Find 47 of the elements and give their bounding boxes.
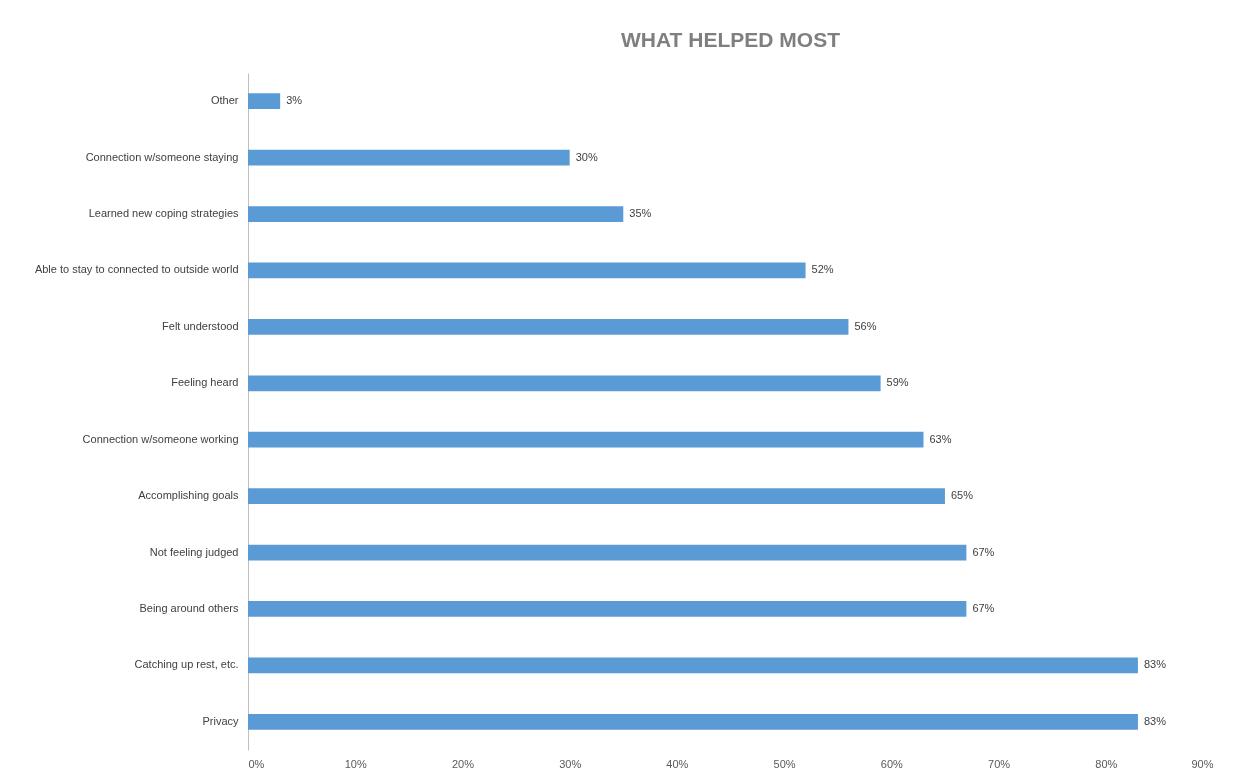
data-label: 3%	[286, 94, 303, 107]
bar	[248, 713, 1138, 730]
bar	[248, 657, 1138, 674]
bar	[248, 262, 806, 279]
data-label: 30%	[575, 150, 598, 163]
data-label: 67%	[972, 601, 995, 614]
bar	[248, 93, 281, 110]
y-tick-label: Connection w/someone staying	[85, 150, 239, 163]
data-label: 65%	[950, 489, 974, 502]
data-label: 59%	[886, 376, 909, 389]
data-label: 52%	[811, 263, 834, 276]
y-tick-label: Able to stay to connected to outside world	[34, 263, 239, 276]
x-tick-label: 50%	[773, 757, 796, 770]
x-tick-label: 60%	[880, 757, 904, 770]
y-tick-label: Accomplishing goals	[138, 489, 239, 502]
y-tick-label: Catching up rest, etc.	[134, 658, 239, 671]
data-label: 83%	[1143, 714, 1167, 727]
bar	[248, 149, 570, 166]
data-label: 83%	[1143, 658, 1167, 671]
bar	[248, 488, 945, 505]
y-tick-label: Learned new coping strategies	[88, 207, 239, 220]
x-tick-label: 70%	[988, 757, 1011, 770]
x-tick-label: 90%	[1191, 757, 1214, 770]
x-tick-label: 80%	[1095, 757, 1118, 770]
y-tick-label: Privacy	[202, 714, 239, 727]
x-tick-label: 40%	[666, 757, 689, 770]
y-tick-label: Being around others	[139, 601, 239, 614]
chart-title: WHAT HELPED MOST	[621, 28, 841, 51]
y-tick-label: Feeling heard	[171, 376, 239, 389]
x-tick-label: 20%	[451, 757, 475, 770]
bar	[248, 601, 967, 617]
y-tick-label: Connection w/someone working	[82, 432, 239, 445]
data-label: 35%	[629, 207, 652, 220]
bar	[248, 318, 849, 335]
y-tick-label: Not feeling judged	[149, 545, 239, 558]
bar	[248, 544, 967, 561]
x-tick-label: 10%	[344, 757, 367, 770]
data-label: 56%	[854, 319, 877, 332]
x-tick-label: 0%	[248, 757, 265, 770]
y-tick-label: Other	[210, 94, 239, 107]
data-label: 67%	[972, 545, 995, 558]
bar	[248, 375, 881, 392]
bar	[248, 431, 924, 448]
bar	[248, 206, 624, 222]
x-tick-label: 30%	[559, 757, 582, 770]
y-tick-label: Felt understood	[162, 319, 239, 332]
data-label: 63%	[929, 432, 952, 445]
